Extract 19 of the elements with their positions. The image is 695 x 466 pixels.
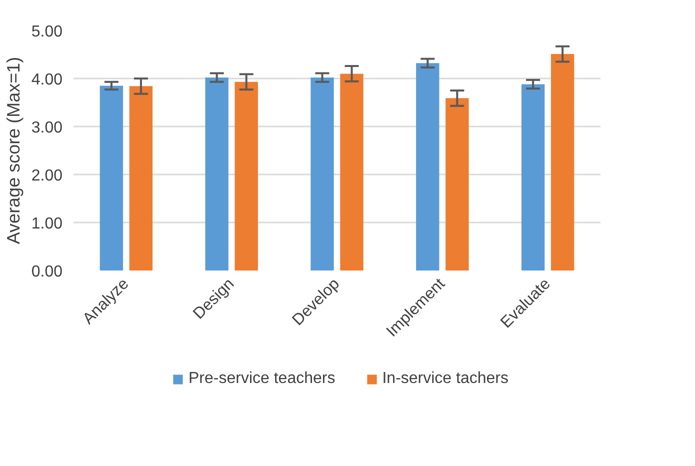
bar [234,82,258,270]
bar [310,78,334,270]
y-tick-label: 0.00 [31,264,63,280]
y-tick-label: 3.00 [31,120,63,136]
y-tick-label: 4.00 [31,72,63,88]
bar [205,78,228,270]
bar [100,86,124,270]
bar [521,84,545,270]
y-axis-title: Average score (Max=1) [3,56,24,244]
bar [446,98,469,270]
bar [340,74,364,270]
legend-label: In-service tachers [382,370,508,388]
y-tick-label: 1.00 [31,216,63,232]
y-tick-label: 2.00 [31,168,63,184]
bar [129,86,153,270]
bar [416,63,440,270]
legend-label: Pre-service teachers [188,370,336,388]
y-tick-label: 5.00 [31,24,63,40]
bar [550,54,574,270]
